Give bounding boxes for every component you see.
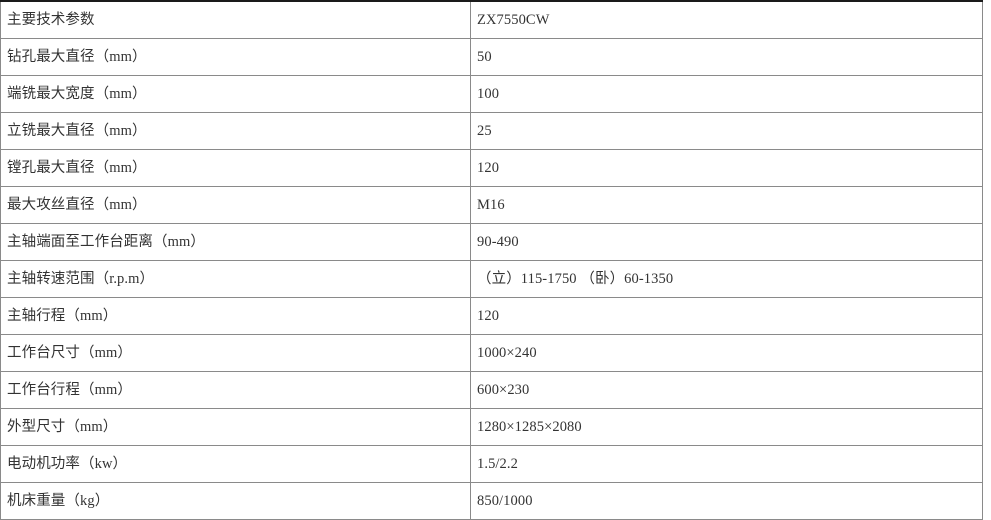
table-row: 钻孔最大直径（mm） 50 (0, 38, 983, 76)
parameter-value-cell: M16 (470, 186, 983, 224)
parameter-name-cell: 立铣最大直径（mm） (0, 112, 471, 150)
parameter-name-cell: 端铣最大宽度（mm） (0, 75, 471, 113)
table-row: 电动机功率（kw） 1.5/2.2 (0, 445, 983, 483)
parameter-value-cell: 120 (470, 149, 983, 187)
parameter-value-cell: 100 (470, 75, 983, 113)
table-row: 工作台行程（mm） 600×230 (0, 371, 983, 409)
parameter-value-cell: 25 (470, 112, 983, 150)
parameter-name-cell: 外型尺寸（mm） (0, 408, 471, 446)
table-row: 立铣最大直径（mm） 25 (0, 112, 983, 150)
table-row: 机床重量（kg） 850/1000 (0, 482, 983, 520)
table-row: 外型尺寸（mm） 1280×1285×2080 (0, 408, 983, 446)
parameter-value-cell: 90-490 (470, 223, 983, 261)
parameter-name-cell: 主轴端面至工作台距离（mm） (0, 223, 471, 261)
parameter-name-cell: 最大攻丝直径（mm） (0, 186, 471, 224)
table-row: 镗孔最大直径（mm） 120 (0, 149, 983, 187)
parameter-name-cell: 主要技术参数 (0, 1, 471, 39)
parameter-value-cell: 600×230 (470, 371, 983, 409)
parameter-value-cell: 1280×1285×2080 (470, 408, 983, 446)
parameter-name-cell: 电动机功率（kw） (0, 445, 471, 483)
table-row: 主轴端面至工作台距离（mm） 90-490 (0, 223, 983, 261)
table-row: 主要技术参数 ZX7550CW (0, 1, 983, 39)
table-row: 端铣最大宽度（mm） 100 (0, 75, 983, 113)
parameter-name-cell: 工作台尺寸（mm） (0, 334, 471, 372)
parameter-value-cell: 120 (470, 297, 983, 335)
parameter-name-cell: 机床重量（kg） (0, 482, 471, 520)
parameter-value-cell: 1000×240 (470, 334, 983, 372)
parameter-name-cell: 工作台行程（mm） (0, 371, 471, 409)
parameter-name-cell: 镗孔最大直径（mm） (0, 149, 471, 187)
table-row: 主轴转速范围（r.p.m） （立）115-1750 （卧）60-1350 (0, 260, 983, 298)
parameter-name-cell: 钻孔最大直径（mm） (0, 38, 471, 76)
table-row: 主轴行程（mm） 120 (0, 297, 983, 335)
table-row: 最大攻丝直径（mm） M16 (0, 186, 983, 224)
parameter-value-cell: 1.5/2.2 (470, 445, 983, 483)
parameter-value-cell: 50 (470, 38, 983, 76)
parameter-name-cell: 主轴行程（mm） (0, 297, 471, 335)
parameter-value-cell: 850/1000 (470, 482, 983, 520)
parameter-name-cell: 主轴转速范围（r.p.m） (0, 260, 471, 298)
table-row: 工作台尺寸（mm） 1000×240 (0, 334, 983, 372)
parameter-value-cell: ZX7550CW (470, 1, 983, 39)
parameter-value-cell: （立）115-1750 （卧）60-1350 (470, 260, 983, 298)
